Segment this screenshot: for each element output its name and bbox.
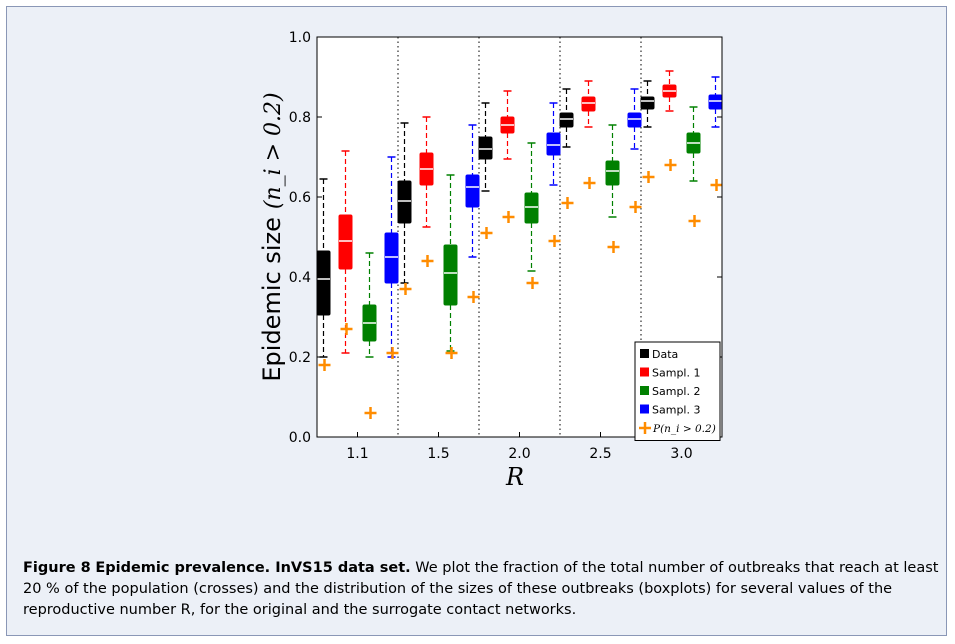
cross-marker: [561, 197, 574, 209]
cross-marker: [583, 177, 596, 189]
x-tick-label: 3.0: [670, 446, 692, 462]
cross-marker: [480, 227, 493, 239]
box: [708, 94, 723, 110]
cross-marker: [607, 241, 620, 253]
boxplot-chart: 0.0 0.2 0.4 0.6 0.8 1.0 1.1 1.5 2.0 2.5 3.0 Epide…: [258, 30, 723, 491]
box: [627, 112, 642, 128]
boxplot-sampl-2-1.5: [443, 174, 458, 352]
box: [397, 180, 412, 224]
boxplot-sampl-2-2.0: [524, 142, 539, 272]
box: [443, 244, 458, 306]
box: [384, 232, 399, 284]
boxplot-sampl-3-1.1: [384, 156, 399, 358]
boxplot-sampl-2-1.1: [362, 252, 377, 358]
boxplot-sampl-1-2.0: [500, 90, 515, 160]
box: [524, 192, 539, 224]
box: [546, 132, 561, 156]
y-tick-label: 0.4: [289, 270, 311, 286]
boxplot-data-2.0: [478, 102, 493, 192]
cross-marker: [399, 283, 412, 295]
boxplot-data-1.1: [316, 178, 331, 358]
cross-marker: [421, 255, 434, 267]
box: [559, 112, 574, 128]
boxplot-data-2.5: [559, 88, 574, 148]
y-axis-label: Epidemic size(n_i > 0.2): [258, 92, 286, 381]
box: [605, 160, 620, 186]
cross-marker: [340, 323, 353, 335]
y-tick-label: 0.8: [289, 110, 311, 126]
box: [640, 96, 655, 110]
boxplot-sampl-3-3.0: [708, 76, 723, 128]
x-tick-label: 1.1: [346, 446, 368, 462]
x-tick-label: 2.5: [589, 446, 611, 462]
figure-frame: 0.0 0.2 0.4 0.6 0.8 1.0 1.1 1.5 2.0 2.5 3.0 Epide…: [6, 6, 947, 636]
boxplot-sampl-1-1.1: [338, 150, 353, 354]
cross-marker: [710, 179, 723, 191]
cross-marker: [629, 201, 642, 213]
legend-label: Data: [652, 348, 678, 361]
boxplot-sampl-1-2.5: [581, 80, 596, 128]
legend-box: [634, 341, 721, 441]
caption-text: We plot the fraction of the total number…: [23, 560, 939, 618]
y-tick-label: 0.2: [289, 350, 311, 366]
x-tick-label: 1.5: [427, 446, 449, 462]
boxplot-sampl-1-1.5: [419, 116, 434, 228]
boxplot-sampl-3-2.0: [546, 102, 561, 186]
figure-caption: Figure 8 Epidemic prevalence. InVS15 dat…: [23, 558, 943, 621]
cross-marker: [664, 159, 677, 171]
cross-marker: [502, 211, 515, 223]
y-tick-label: 0.6: [289, 190, 311, 206]
y-tick-label: 1.0: [289, 30, 311, 46]
y-tick-label: 0.0: [289, 430, 311, 446]
x-tick-label: 2.0: [508, 446, 530, 462]
cross-marker: [318, 359, 331, 371]
cross-marker: [386, 347, 399, 359]
boxplot-sampl-3-2.5: [627, 88, 642, 150]
legend-swatch: [640, 367, 649, 377]
legend-swatch: [640, 349, 649, 358]
legend-swatch: [640, 404, 649, 414]
cross-marker: [526, 277, 539, 289]
box: [478, 136, 493, 160]
box: [465, 174, 480, 208]
cross-marker: [364, 407, 377, 419]
boxplot-sampl-3-1.5: [465, 124, 480, 258]
caption-title: Epidemic prevalence. InVS15 data set.: [95, 560, 411, 576]
legend-label: Sampl. 3: [652, 404, 700, 417]
boxplot-sampl-2-2.5: [605, 124, 620, 218]
cross-marker: [642, 171, 655, 183]
legend-swatch: [640, 386, 649, 395]
box: [338, 214, 353, 270]
boxplot-sampl-2-3.0: [686, 106, 701, 182]
cross-marker: [467, 291, 480, 303]
legend-label: Sampl. 1: [652, 367, 700, 380]
x-axis-label: R: [505, 463, 524, 491]
boxplot-data-3.0: [640, 80, 655, 128]
box: [581, 96, 596, 112]
cross-marker: [688, 215, 701, 227]
boxplot-data-1.5: [397, 122, 412, 284]
legend: Data Sampl. 1 Sampl. 2 Sampl. 3 P(n_i > 0.2): [634, 341, 721, 441]
legend-label: Sampl. 2: [652, 385, 700, 398]
legend-label: P(n_i > 0.2): [652, 423, 716, 435]
boxplot-sampl-1-3.0: [662, 70, 677, 112]
cross-marker: [548, 235, 561, 247]
cross-marker: [445, 347, 458, 359]
caption-label: Figure 8: [23, 560, 91, 576]
box: [316, 250, 331, 316]
